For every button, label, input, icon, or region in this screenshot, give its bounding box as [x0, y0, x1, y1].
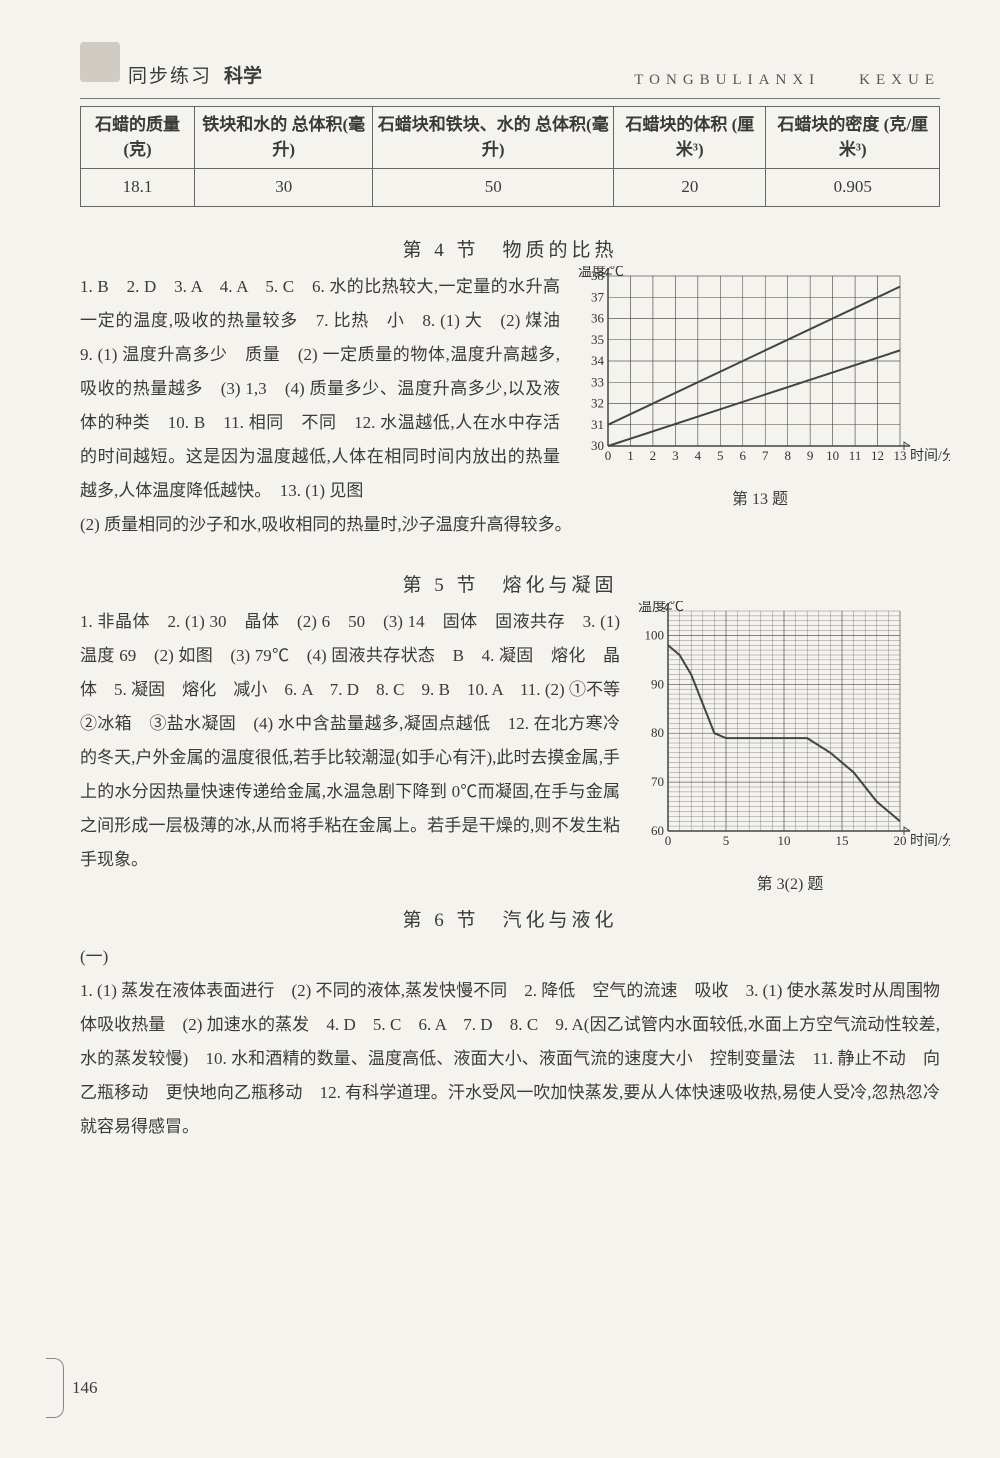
sec5-chart-svg: 0 5 10 15 20 60 70 80 90 100 温度/℃ 时间/分 — [630, 601, 950, 861]
svg-text:31: 31 — [591, 417, 604, 432]
svg-text:温度/℃: 温度/℃ — [638, 601, 684, 615]
svg-text:11: 11 — [849, 448, 862, 463]
svg-text:10: 10 — [826, 448, 839, 463]
svg-text:1: 1 — [627, 448, 634, 463]
sec4-chart-svg: 012345678910111213303132333435363738温度/℃… — [570, 266, 950, 476]
header-pinyin: TONGBULIANXI KEXUE — [634, 72, 940, 89]
th-4: 石蜡块的密度 (克/厘米³) — [766, 107, 940, 169]
sec4-chart: 012345678910111213303132333435363738温度/℃… — [570, 266, 950, 509]
sec4-text-full: (2) 质量相同的沙子和水,吸收相同的热量时,沙子温度升高得较多。 — [80, 508, 940, 542]
svg-text:33: 33 — [591, 374, 604, 389]
svg-text:13: 13 — [894, 448, 907, 463]
svg-text:37: 37 — [591, 289, 605, 304]
td-2: 50 — [373, 169, 614, 207]
header-rule — [80, 98, 940, 99]
svg-text:20: 20 — [894, 833, 907, 848]
svg-text:0: 0 — [665, 833, 672, 848]
page-number: 146 — [72, 1378, 98, 1398]
sec4-wrap: 1. B 2. D 3. A 4. A 5. C 6. 水的比热较大,一定量的水… — [80, 270, 940, 508]
svg-text:70: 70 — [651, 774, 664, 789]
th-2: 石蜡块和铁块、水的 总体积(毫升) — [373, 107, 614, 169]
svg-text:9: 9 — [807, 448, 814, 463]
svg-text:温度/℃: 温度/℃ — [578, 266, 624, 280]
svg-text:5: 5 — [723, 833, 730, 848]
svg-text:80: 80 — [651, 725, 664, 740]
td-4: 0.905 — [766, 169, 940, 207]
svg-text:8: 8 — [784, 448, 791, 463]
sec6-title: 第 6 节 汽化与液化 — [80, 905, 940, 932]
sec4-chart-caption: 第 13 题 — [570, 485, 950, 509]
density-table: 石蜡的质量(克) 铁块和水的 总体积(毫升) 石蜡块和铁块、水的 总体积(毫升)… — [80, 106, 940, 207]
sec5-chart: 0 5 10 15 20 60 70 80 90 100 温度/℃ 时间/分 第 3(2) 题 — [630, 601, 950, 894]
header-subject: 科学 — [224, 61, 262, 88]
svg-text:10: 10 — [778, 833, 791, 848]
svg-text:35: 35 — [591, 332, 604, 347]
svg-text:4: 4 — [695, 448, 702, 463]
svg-text:12: 12 — [871, 448, 884, 463]
svg-text:36: 36 — [591, 310, 605, 325]
sec4-title: 第 4 节 物质的比热 — [80, 235, 940, 262]
svg-text:30: 30 — [591, 438, 604, 453]
sec5-title: 第 5 节 熔化与凝固 — [80, 570, 940, 597]
svg-text:34: 34 — [591, 353, 605, 368]
svg-text:5: 5 — [717, 448, 724, 463]
svg-text:0: 0 — [605, 448, 612, 463]
book-icon — [80, 42, 120, 82]
th-0: 石蜡的质量(克) — [81, 107, 195, 169]
pinyin-right: KEXUE — [859, 72, 940, 88]
table-header-row: 石蜡的质量(克) 铁块和水的 总体积(毫升) 石蜡块和铁块、水的 总体积(毫升)… — [81, 107, 940, 169]
header-title: 同步练习 — [128, 61, 212, 88]
svg-text:90: 90 — [651, 676, 664, 691]
th-1: 铁块和水的 总体积(毫升) — [195, 107, 373, 169]
svg-text:时间/分: 时间/分 — [910, 448, 950, 464]
sec6-text: 1. (1) 蒸发在液体表面进行 (2) 不同的液体,蒸发快慢不同 2. 降低 … — [80, 974, 940, 1144]
sec5-chart-caption: 第 3(2) 题 — [630, 870, 950, 894]
td-0: 18.1 — [81, 169, 195, 207]
pinyin-left: TONGBULIANXI — [634, 72, 820, 88]
sec5-wrap: 1. 非晶体 2. (1) 30 晶体 (2) 6 50 (3) 14 固体 固… — [80, 605, 940, 877]
table-row: 18.1 30 50 20 0.905 — [81, 169, 940, 207]
svg-text:100: 100 — [645, 627, 665, 642]
svg-text:15: 15 — [836, 833, 849, 848]
th-3: 石蜡块的体积 (厘米³) — [614, 107, 766, 169]
page-tab — [46, 1358, 64, 1418]
td-1: 30 — [195, 169, 373, 207]
svg-text:3: 3 — [672, 448, 679, 463]
td-3: 20 — [614, 169, 766, 207]
sec4-text-col: 1. B 2. D 3. A 4. A 5. C 6. 水的比热较大,一定量的水… — [80, 270, 560, 508]
sec5-text: 1. 非晶体 2. (1) 30 晶体 (2) 6 50 (3) 14 固体 固… — [80, 605, 620, 877]
svg-text:6: 6 — [740, 448, 747, 463]
svg-text:7: 7 — [762, 448, 769, 463]
svg-text:60: 60 — [651, 823, 664, 838]
sec6-subtitle: (一) — [80, 940, 940, 974]
svg-text:32: 32 — [591, 395, 604, 410]
svg-text:2: 2 — [650, 448, 657, 463]
svg-text:时间/分: 时间/分 — [910, 833, 950, 849]
